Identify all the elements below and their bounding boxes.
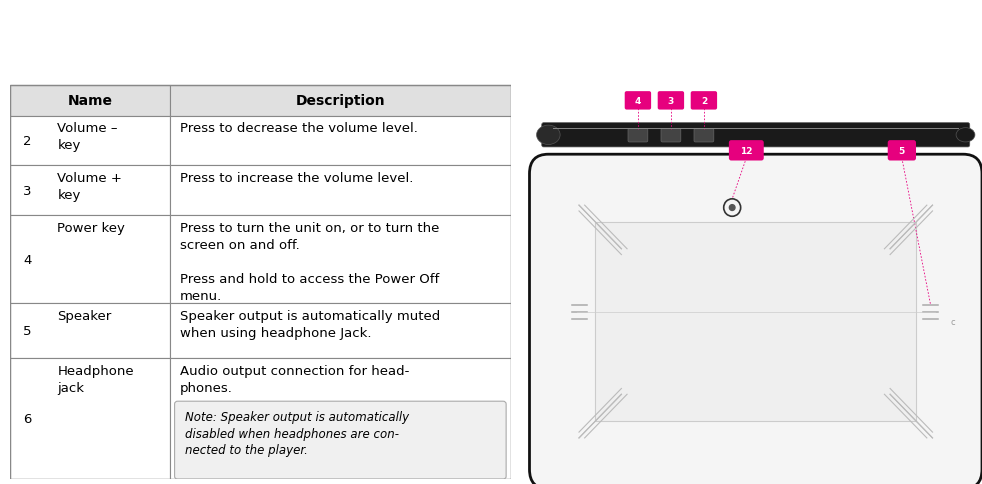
Text: 5: 5 <box>24 324 31 337</box>
Text: Audio output connection for head-
phones.: Audio output connection for head- phones… <box>180 364 409 394</box>
Text: 12: 12 <box>740 147 752 155</box>
FancyBboxPatch shape <box>625 92 651 110</box>
Text: Speaker: Speaker <box>57 309 112 322</box>
Text: Name: Name <box>68 94 113 108</box>
Text: 5: 5 <box>899 147 905 155</box>
Bar <box>170 303 511 358</box>
Text: c: c <box>951 318 955 326</box>
Circle shape <box>730 205 735 211</box>
Text: 4: 4 <box>634 97 641 106</box>
Ellipse shape <box>536 126 560 145</box>
Text: Headphone
jack: Headphone jack <box>57 364 134 394</box>
FancyBboxPatch shape <box>690 92 717 110</box>
Text: Power key: Power key <box>57 222 126 235</box>
Text: Note: Speaker output is automatically
disabled when headphones are con-
nected t: Note: Speaker output is automatically di… <box>185 410 409 456</box>
Bar <box>170 216 511 303</box>
FancyBboxPatch shape <box>888 141 916 161</box>
FancyBboxPatch shape <box>628 129 648 143</box>
Text: 3: 3 <box>24 184 31 197</box>
Bar <box>595 223 916 421</box>
Bar <box>10 358 170 479</box>
FancyBboxPatch shape <box>542 123 970 148</box>
Text: 3: 3 <box>668 97 674 106</box>
Text: Press to turn the unit on, or to turn the
screen on and off.

Press and hold to : Press to turn the unit on, or to turn th… <box>180 222 440 302</box>
Bar <box>170 166 511 216</box>
Text: Description: Description <box>296 94 385 108</box>
Bar <box>10 166 170 216</box>
Text: Volume –
key: Volume – key <box>57 122 118 152</box>
FancyBboxPatch shape <box>175 401 506 479</box>
Bar <box>170 358 511 479</box>
FancyBboxPatch shape <box>529 155 982 484</box>
Bar <box>10 86 170 116</box>
Bar <box>170 116 511 166</box>
Text: Press to increase the volume level.: Press to increase the volume level. <box>180 172 413 185</box>
Ellipse shape <box>956 128 975 143</box>
Text: 4: 4 <box>24 253 31 266</box>
Bar <box>170 86 511 116</box>
FancyBboxPatch shape <box>658 92 684 110</box>
Bar <box>10 116 170 166</box>
Text: Press to decrease the volume level.: Press to decrease the volume level. <box>180 122 418 135</box>
Bar <box>10 303 170 358</box>
Text: 2: 2 <box>701 97 707 106</box>
Text: Speaker output is automatically muted
when using headphone Jack.: Speaker output is automatically muted wh… <box>180 309 440 339</box>
Text: 2: 2 <box>24 135 31 148</box>
Bar <box>10 86 511 479</box>
Text: Volume +
key: Volume + key <box>57 172 123 202</box>
Text: 6: 6 <box>24 412 31 425</box>
FancyBboxPatch shape <box>661 129 681 143</box>
FancyBboxPatch shape <box>694 129 714 143</box>
Bar <box>10 216 170 303</box>
FancyBboxPatch shape <box>729 141 764 161</box>
